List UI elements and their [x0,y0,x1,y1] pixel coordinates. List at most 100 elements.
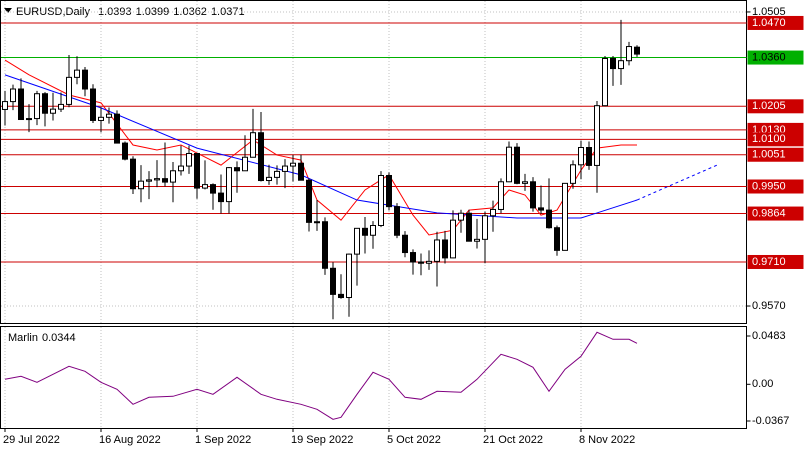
candle-body [370,225,376,236]
candle-body [82,69,88,90]
candle-body [610,57,616,70]
candle-body [498,181,504,210]
candle-body [202,184,208,189]
indicator-header: Marlin 0.0344 [8,332,76,344]
candle-body [586,147,592,166]
candle-body [474,238,480,242]
candle-body [2,101,8,110]
candle-body [618,60,624,70]
level-label: 1.0205 [752,100,786,112]
indicator-panel-frame [0,326,747,429]
level-label-box [747,254,804,269]
level-label: 0.9710 [752,256,786,268]
candle-body [274,170,280,178]
candle-body [258,132,264,182]
candle-body [426,260,432,264]
level-label: 1.0360 [752,51,786,63]
candle-body [386,174,392,208]
candle-body [554,227,560,251]
candle-body [178,165,184,172]
candle-body [162,178,168,183]
candle-body [154,178,160,181]
candle-body [282,165,288,172]
candle-body [98,116,104,121]
candle-body [146,179,152,182]
candle-body [562,182,568,251]
y-tick-label: 0.00 [752,378,773,390]
candle-body [578,147,584,166]
candle-body [314,221,320,224]
y-tick-label: 0.9570 [752,300,786,312]
candle-body [394,206,400,236]
candle-body [138,180,144,190]
candle-body [354,227,360,255]
candle-body [34,93,40,120]
y-tick-label: 1.0505 [752,6,786,18]
main-panel-frame [0,0,747,324]
candle-body [194,152,200,189]
y-tick-label: -0.0367 [752,415,789,427]
candle-body [58,103,64,110]
candle-body [322,221,328,269]
candle-body [106,113,112,118]
x-tick-label: 21 Oct 2022 [483,434,543,446]
level-label: 1.0470 [752,17,786,29]
candle-body [330,267,336,295]
level-label-box [747,15,804,30]
chart-header: EURUSD,Daily 1.0393 1.0399 1.0362 1.0371 [16,6,245,18]
line-series [636,164,718,201]
candle-body [42,93,48,114]
candle-body [402,234,408,254]
candle-body [186,152,192,167]
candle-body [130,158,136,190]
candle-body [18,88,24,121]
x-tick-label: 5 Oct 2022 [387,434,441,446]
candle-body [466,212,472,242]
level-label-box [747,179,804,194]
candle-body [626,46,632,62]
candle-body [530,181,536,209]
candle-body [74,69,80,78]
candle-body [306,179,312,223]
level-label-box [747,50,804,65]
candle-body [362,227,368,236]
candle-body [298,162,304,181]
level-label: 0.9950 [752,180,786,192]
candle-body [266,176,272,182]
candle-body [490,208,496,217]
level-label-box [747,147,804,162]
x-tick-label: 1 Sep 2022 [195,434,251,446]
candle-body [538,207,544,211]
header-open: 1.0393 [98,6,132,18]
indicator-title: Marlin [8,332,38,344]
candle-body [66,76,72,105]
level-label: 1.0100 [752,133,786,145]
candle-body [218,192,224,203]
candle-body [210,184,216,194]
candle-body [546,209,552,229]
candle-body [170,170,176,183]
x-tick-label: 19 Sep 2022 [291,434,353,446]
candle-body [338,293,344,299]
candle-body [482,215,488,240]
candle-body [290,162,296,167]
candle-body [346,253,352,299]
candle-body [458,212,464,221]
y-tick-label: 0.0483 [752,330,786,342]
candle-body [506,146,512,183]
candle-body [10,88,16,103]
level-label-box [747,206,804,221]
x-tick-label: 8 Nov 2022 [579,434,635,446]
line-series [4,331,638,420]
candle-body [450,219,456,259]
header-high: 1.0399 [136,6,170,18]
x-tick-label: 16 Aug 2022 [99,434,161,446]
level-label: 0.9864 [752,207,786,219]
candle-body [26,118,32,121]
header-close: 1.0371 [211,6,245,18]
level-label-box [747,99,804,114]
candle-body [114,113,120,144]
candle-body [410,252,416,263]
